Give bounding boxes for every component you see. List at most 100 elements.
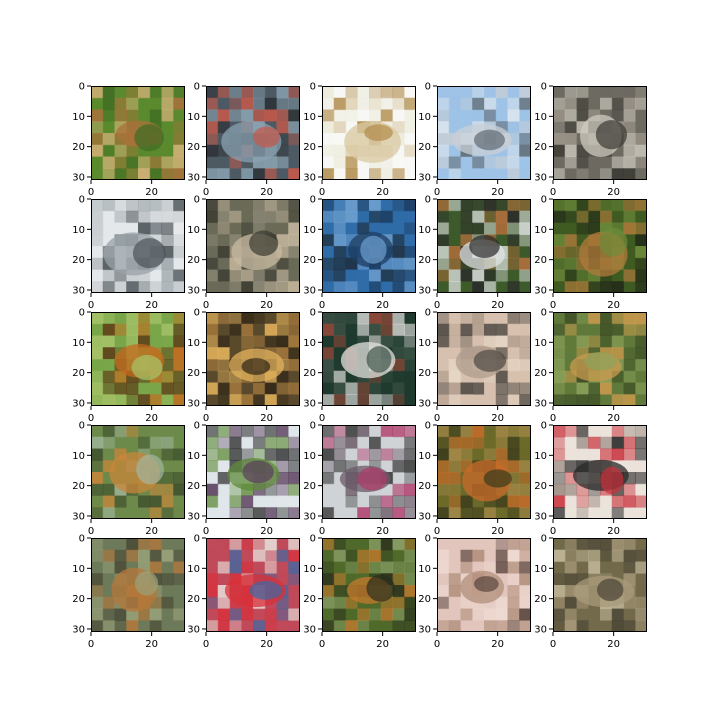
image-pixel-block [381,425,393,437]
image-pixel-block [600,562,612,574]
image-subject-detail [600,467,623,495]
image-pixel-block [624,359,636,371]
image-pixel-block [253,110,265,122]
image-pixel-block [265,168,277,180]
x-tick-label: 20 [491,187,504,198]
image-pixel-block [393,223,405,235]
image-pixel-block [461,425,473,437]
image-pixel-block [624,86,636,98]
image-pixel-block [404,484,416,496]
image-pixel-block [230,507,242,519]
image-pixel-block [173,281,185,293]
image-pixel-block [265,562,277,574]
x-tick-label: 0 [550,413,556,424]
image-pixel-block [206,258,218,270]
image-pixel-block [277,507,289,519]
image-pixel-block [508,270,520,282]
image-pixel-block [230,98,242,110]
image-pixel-block [612,425,624,437]
image-pixel-block [461,394,473,406]
image-pixel-block [103,121,115,133]
image-pixel-block [393,550,405,562]
image-pixel-block [484,609,496,621]
y-tick-label: 10 [72,451,85,462]
image-pixel-block [565,550,577,562]
image-pixel-block [484,324,496,336]
image-pixel-block [519,550,531,562]
image-pixel-block [288,460,300,472]
image-pixel-block [577,449,589,461]
image-pixel-block [624,312,636,324]
x-tick-label: 20 [376,639,389,650]
image-pixel-block [393,336,405,348]
image-pixel-block [588,620,600,632]
image-pixel-block [206,281,218,293]
image-pixel-block [404,359,416,371]
image-pixel-block [404,585,416,597]
image-pixel-block [173,133,185,145]
image-pixel-block [265,211,277,223]
image-pixel-block [103,86,115,98]
image-pixel-block [461,168,473,180]
image-pixel-block [449,246,461,258]
image-pixel-block [288,211,300,223]
image-pixel-block [393,394,405,406]
image-pixel-block [565,347,577,359]
image-pixel-block [162,336,174,348]
image-pixel-block [91,145,103,157]
image-pixel-block [393,312,405,324]
image-pixel-block [334,585,346,597]
image-pixel-block [322,211,334,223]
image-pixel-block [218,347,230,359]
image-pixel-block [449,211,461,223]
image-pixel-block [103,133,115,145]
image-pixel-block [565,449,577,461]
y-tick-label: 0 [79,308,85,319]
image-pixel-block [265,425,277,437]
image-pixel-block [103,449,115,461]
image-subject-detail [253,127,280,148]
image-pixel-block [635,223,647,235]
image-pixel-block [91,437,103,449]
image-pixel-block [449,597,461,609]
image-pixel-block [519,281,531,293]
image-pixel-block [206,496,218,508]
image-subject-detail [135,571,158,595]
image-pixel-block [577,620,589,632]
image-pixel-block [91,562,103,574]
image-pixel-block [508,507,520,519]
image-pixel-block [346,199,358,211]
image-pixel-block [577,223,589,235]
image-pixel-block [265,609,277,621]
image-pixel-block [612,609,624,621]
image-pixel-block [461,199,473,211]
image-pixel-block [577,609,589,621]
image-pixel-block [162,585,174,597]
image-pixel-block [553,550,565,562]
x-tick-label: 0 [550,187,556,198]
image-pixel-block [115,223,127,235]
image-pixel-block [206,597,218,609]
image-pixel-block [565,620,577,632]
image-pixel-block [624,168,636,180]
x-tick-label: 0 [88,187,94,198]
y-tick-label: 10 [303,112,316,123]
image-pixel-block [162,324,174,336]
y-tick-label: 20 [534,594,547,605]
y-tick-label: 20 [418,481,431,492]
image-pixel-block [577,270,589,282]
image-pixel-block [437,258,449,270]
image-pixel-block [588,168,600,180]
y-tick-label: 30 [418,511,431,522]
image-pixel-block [218,538,230,550]
image-pixel-block [369,312,381,324]
image-pixel-block [565,98,577,110]
image-pixel-block [322,383,334,395]
image-pixel-block [588,86,600,98]
image-pixel-block [206,270,218,282]
image-pixel-block [393,437,405,449]
y-tick-label: 0 [541,195,547,206]
image-pixel-block [635,336,647,348]
image-pixel-block [449,449,461,461]
